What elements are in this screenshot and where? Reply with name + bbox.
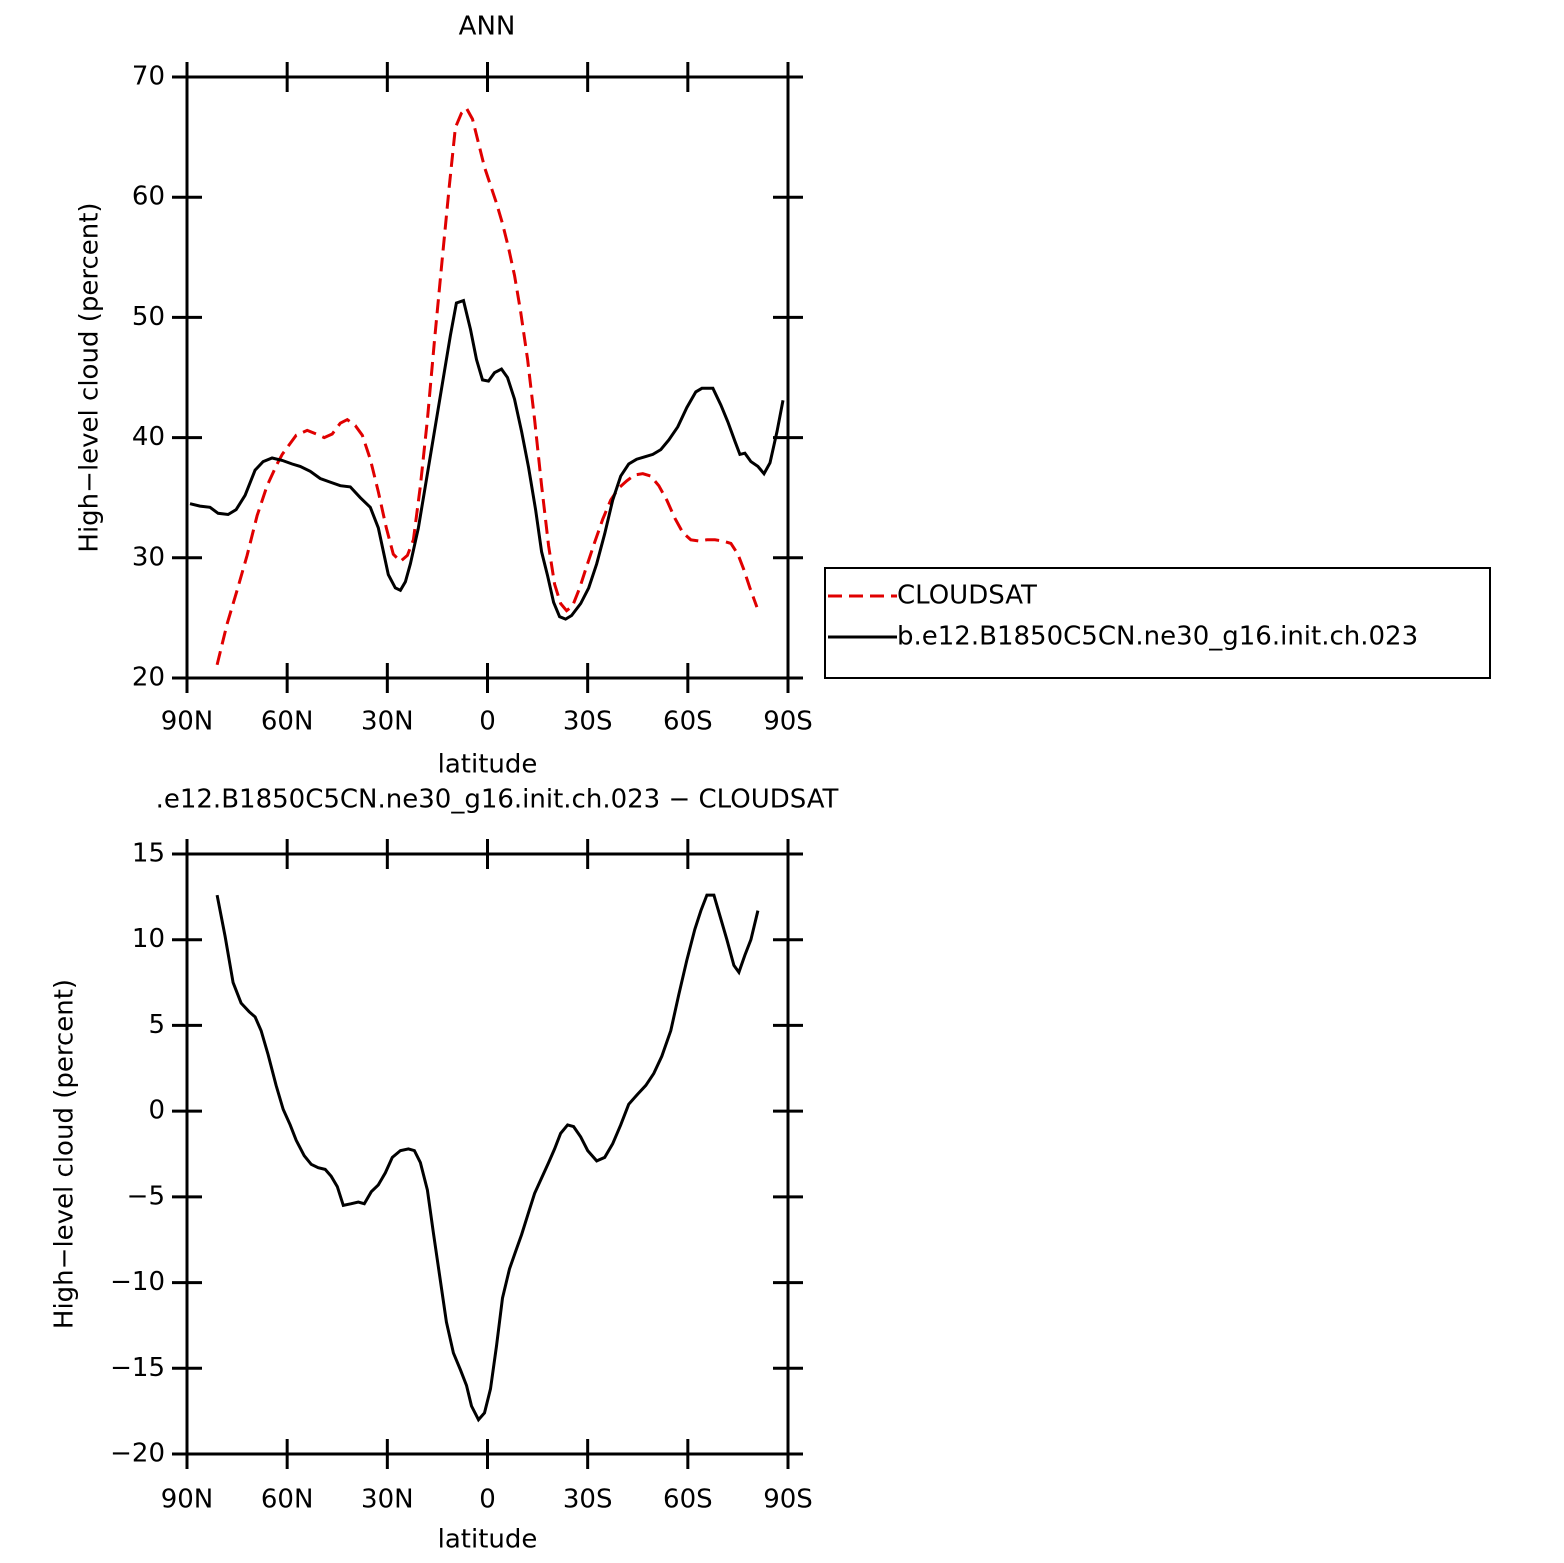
legend-label: b.e12.B1850C5CN.ne30_g16.init.ch.023 xyxy=(897,622,1418,652)
y-tick-label: −10 xyxy=(110,1267,165,1297)
legend-box xyxy=(824,567,1491,679)
x-tick-label: 30S xyxy=(563,707,613,737)
x-tick-label: 30N xyxy=(361,1485,414,1515)
y-tick-label: 10 xyxy=(132,924,165,954)
x-tick-label: 30S xyxy=(563,1485,613,1515)
y-tick-label: 20 xyxy=(132,663,165,693)
y-tick-label: 70 xyxy=(132,62,165,92)
data-line xyxy=(215,105,759,666)
data-line xyxy=(189,298,785,621)
x-tick-label: 60S xyxy=(663,707,713,737)
chart-title: .e12.B1850C5CN.ne30_g16.init.ch.023 − CL… xyxy=(156,785,839,815)
x-tick-label: 0 xyxy=(479,707,496,737)
y-axis-label: High−level cloud (percent) xyxy=(75,202,105,552)
y-tick-label: −15 xyxy=(110,1353,165,1383)
x-axis-label: latitude xyxy=(438,1525,538,1555)
x-tick-label: 0 xyxy=(479,1485,496,1515)
x-tick-label: 90S xyxy=(763,1485,813,1515)
x-axis-label: latitude xyxy=(438,750,538,780)
legend-label: CLOUDSAT xyxy=(897,581,1037,611)
data-line xyxy=(215,893,760,1423)
y-tick-label: 60 xyxy=(132,182,165,212)
chart-title: ANN xyxy=(459,12,516,42)
x-tick-label: 30N xyxy=(361,707,414,737)
x-tick-label: 60S xyxy=(663,1485,713,1515)
y-tick-label: 50 xyxy=(132,302,165,332)
y-tick-label: 30 xyxy=(132,542,165,572)
y-tick-label: 5 xyxy=(148,1010,165,1040)
x-tick-label: 90S xyxy=(763,707,813,737)
x-tick-label: 60N xyxy=(261,707,314,737)
y-tick-label: −20 xyxy=(110,1439,165,1469)
y-tick-label: −5 xyxy=(127,1181,165,1211)
x-tick-label: 60N xyxy=(261,1485,314,1515)
y-axis-label: High−level cloud (percent) xyxy=(50,979,80,1329)
x-tick-label: 90N xyxy=(161,1485,214,1515)
y-tick-label: 0 xyxy=(148,1096,165,1126)
y-tick-label: 40 xyxy=(132,422,165,452)
x-tick-label: 90N xyxy=(161,707,214,737)
y-tick-label: 15 xyxy=(132,839,165,869)
